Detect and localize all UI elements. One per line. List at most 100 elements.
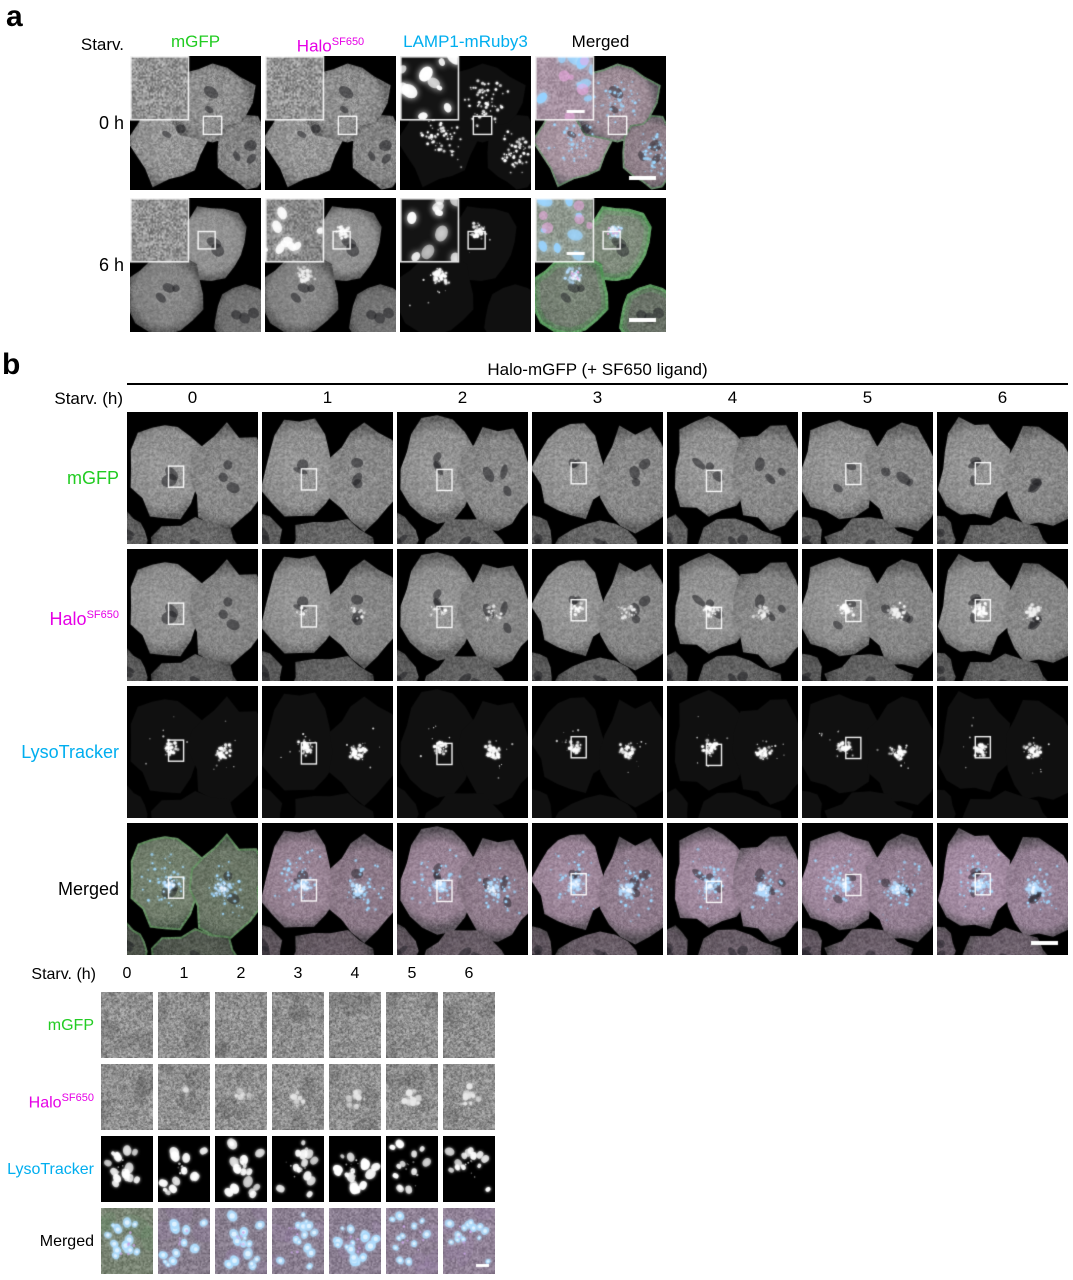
- micrograph-b-merged-t4: [667, 823, 798, 955]
- micrograph-b-merged-t0: [127, 823, 258, 955]
- micrograph-zoom-lysotracker-t0: [101, 1136, 153, 1202]
- timepoint-label: 5: [407, 965, 417, 982]
- micrograph-b-halo-sf650-t2: [397, 549, 528, 681]
- micrograph-a-0h-mgfp: [130, 56, 261, 190]
- timepoint-label: 6: [464, 965, 474, 982]
- micrograph-b-lysotracker-t4: [667, 686, 798, 818]
- timepoint-label: 4: [350, 965, 360, 982]
- panel-b-image-grid: [127, 412, 1068, 955]
- micrograph-b-merged-t3: [532, 823, 663, 955]
- micrograph-zoom-merged-t4: [329, 1208, 381, 1274]
- micrograph-zoom-halo-sf650-t6: [443, 1064, 495, 1130]
- micrograph-zoom-lysotracker-t6: [443, 1136, 495, 1202]
- micrograph-zoom-merged-t6: [443, 1208, 495, 1274]
- micrograph-zoom-mgfp-t2: [215, 992, 267, 1058]
- zoom-row-lysotracker-label: LysoTracker: [7, 1161, 94, 1178]
- zoom-starv-label: Starv. (h): [31, 966, 96, 983]
- timepoint-label: 1: [322, 388, 333, 407]
- micrograph-b-lysotracker-t2: [397, 686, 528, 818]
- panel-b-row-mgfp-label: mGFP: [67, 468, 119, 488]
- micrograph-a-0h-halo-sf650: [265, 56, 396, 190]
- micrograph-zoom-mgfp-t4: [329, 992, 381, 1058]
- micrograph-b-halo-sf650-t6: [937, 549, 1068, 681]
- micrograph-b-mgfp-t0: [127, 412, 258, 544]
- channel-header-mgfp: mGFP: [170, 32, 221, 51]
- micrograph-b-halo-sf650-t1: [262, 549, 393, 681]
- micrograph-b-merged-t5: [802, 823, 933, 955]
- panel-a-channel-header-row: mGFP HaloSF650 LAMP1-mRuby3 Merged: [130, 32, 666, 57]
- micrograph-zoom-mgfp-t3: [272, 992, 324, 1058]
- panel-b-timepoint-row: 0 1 2 3 4 5 6: [127, 388, 1068, 408]
- zoom-timepoint-row: 0 1 2 3 4 5 6: [101, 964, 495, 984]
- micrograph-b-mgfp-t2: [397, 412, 528, 544]
- panel-a-row-0h-images: [130, 56, 666, 190]
- micrograph-a-6h-mgfp: [130, 198, 261, 332]
- timepoint-label: 0: [187, 388, 198, 407]
- micrograph-zoom-lysotracker-t3: [272, 1136, 324, 1202]
- channel-header-halo-sf650: HaloSF650: [296, 36, 365, 56]
- micrograph-a-6h-merged: [535, 198, 666, 332]
- channel-header-lamp1-mruby3: LAMP1-mRuby3: [403, 32, 528, 51]
- zoom-image-grid: [101, 992, 495, 1274]
- micrograph-zoom-merged-t3: [272, 1208, 324, 1274]
- micrograph-zoom-halo-sf650-t1: [158, 1064, 210, 1130]
- micrograph-b-lysotracker-t0: [127, 686, 258, 818]
- micrograph-zoom-merged-t1: [158, 1208, 210, 1274]
- micrograph-b-lysotracker-t6: [937, 686, 1068, 818]
- channel-header-merged: Merged: [571, 32, 630, 51]
- timepoint-label: 0: [122, 965, 132, 982]
- panel-a-starv-label: Starv.: [80, 35, 124, 54]
- micrograph-b-mgfp-t1: [262, 412, 393, 544]
- micrograph-b-mgfp-t4: [667, 412, 798, 544]
- timepoint-label: 3: [592, 388, 603, 407]
- micrograph-zoom-merged-t5: [386, 1208, 438, 1274]
- micrograph-b-mgfp-t6: [937, 412, 1068, 544]
- micrograph-zoom-lysotracker-t1: [158, 1136, 210, 1202]
- micrograph-zoom-halo-sf650-t5: [386, 1064, 438, 1130]
- micrograph-zoom-halo-sf650-t4: [329, 1064, 381, 1130]
- panel-b-title-rule: [127, 383, 1068, 385]
- micrograph-b-merged-t6: [937, 823, 1068, 955]
- micrograph-b-merged-t1: [262, 823, 393, 955]
- panel-b-row-merged-label: Merged: [57, 879, 119, 899]
- micrograph-b-halo-sf650-t5: [802, 549, 933, 681]
- micrograph-zoom-merged-t2: [215, 1208, 267, 1274]
- micrograph-zoom-lysotracker-t5: [386, 1136, 438, 1202]
- micrograph-zoom-merged-t0: [101, 1208, 153, 1274]
- zoom-row-merged-label: Merged: [39, 1233, 94, 1250]
- micrograph-zoom-mgfp-t6: [443, 992, 495, 1058]
- micrograph-zoom-halo-sf650-t3: [272, 1064, 324, 1130]
- micrograph-a-0h-merged: [535, 56, 666, 190]
- timepoint-label: 5: [862, 388, 873, 407]
- micrograph-b-halo-sf650-t4: [667, 549, 798, 681]
- micrograph-a-6h-lamp1-mruby3: [400, 198, 531, 332]
- micrograph-b-merged-t2: [397, 823, 528, 955]
- micrograph-zoom-lysotracker-t2: [215, 1136, 267, 1202]
- panel-a-row-6h-label: 6 h: [98, 255, 124, 275]
- micrograph-zoom-mgfp-t0: [101, 992, 153, 1058]
- panel-b-title: Halo-mGFP (+ SF650 ligand): [487, 360, 708, 379]
- panel-a-label: a: [6, 0, 23, 33]
- timepoint-label: 6: [997, 388, 1008, 407]
- panel-a-row-0h-label: 0 h: [98, 113, 124, 133]
- panel-b-label: b: [2, 348, 21, 381]
- zoom-row-mgfp-label: mGFP: [47, 1017, 94, 1034]
- micrograph-zoom-halo-sf650-t0: [101, 1064, 153, 1130]
- micrograph-b-lysotracker-t1: [262, 686, 393, 818]
- micrograph-b-lysotracker-t3: [532, 686, 663, 818]
- micrograph-b-halo-sf650-t3: [532, 549, 663, 681]
- panel-b-starv-label: Starv. (h): [54, 389, 123, 408]
- micrograph-a-0h-lamp1-mruby3: [400, 56, 531, 190]
- panel-a-row-6h-images: [130, 198, 666, 332]
- micrograph-b-lysotracker-t5: [802, 686, 933, 818]
- timepoint-label: 1: [179, 965, 189, 982]
- micrograph-zoom-lysotracker-t4: [329, 1136, 381, 1202]
- panel-b-row-lysotracker-label: LysoTracker: [21, 742, 119, 762]
- micrograph-b-mgfp-t5: [802, 412, 933, 544]
- panel-b-row-halo-label: HaloSF650: [49, 609, 119, 629]
- micrograph-b-halo-sf650-t0: [127, 549, 258, 681]
- zoom-row-halo-label: HaloSF650: [28, 1092, 94, 1112]
- micrograph-zoom-mgfp-t5: [386, 992, 438, 1058]
- micrograph-b-mgfp-t3: [532, 412, 663, 544]
